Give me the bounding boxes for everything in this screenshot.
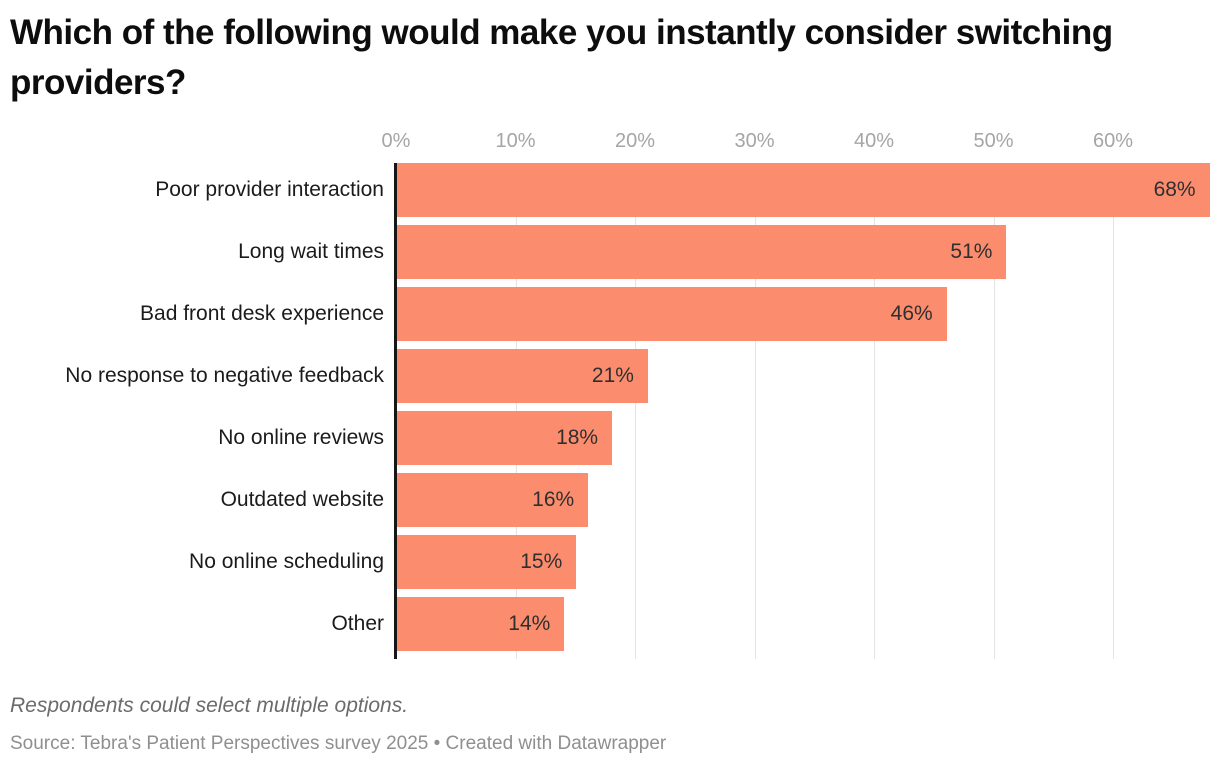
plot-area: 68% 51% 46% 21% 18% 16% 15% 14% <box>394 163 1220 659</box>
bar: 51% <box>397 225 1007 279</box>
bar-value-label: 46% <box>890 302 933 325</box>
bar: 16% <box>397 473 589 527</box>
bar-value-label: 21% <box>591 364 634 387</box>
bar: 68% <box>397 163 1210 217</box>
gridline <box>754 163 756 659</box>
x-tick-label: 60% <box>1092 130 1134 152</box>
x-tick-label: 20% <box>614 130 656 152</box>
y-axis-line <box>394 163 397 659</box>
bar-value-label: 15% <box>520 550 563 573</box>
bar-value-label: 16% <box>532 488 575 511</box>
x-tick-label: 30% <box>734 130 775 152</box>
source-line: Source: Tebra's Patient Perspectives sur… <box>10 733 667 754</box>
x-axis: 0% 10% 20% 30% 40% 50% 60% <box>0 130 1220 154</box>
gridline <box>1113 163 1114 659</box>
bar: 46% <box>397 287 947 341</box>
gridline <box>993 163 995 659</box>
footnote: Respondents could select multiple option… <box>10 694 409 717</box>
bar-value-label: 14% <box>508 612 551 635</box>
category-label: Other <box>331 612 384 635</box>
x-tick-label: 50% <box>973 130 1014 152</box>
gridline <box>635 163 636 659</box>
category-label: No online reviews <box>218 426 384 449</box>
x-tick-label: 40% <box>853 130 895 152</box>
category-label: Long wait times <box>238 240 384 263</box>
bar: 18% <box>397 411 613 465</box>
x-tick-label: 10% <box>495 130 536 152</box>
bar-value-label: 18% <box>556 426 599 449</box>
bar-value-label: 68% <box>1153 178 1196 201</box>
category-label: No response to negative feedback <box>65 364 384 387</box>
bar: 21% <box>397 349 648 403</box>
bar: 14% <box>397 597 565 651</box>
category-label: Bad front desk experience <box>140 302 384 325</box>
bar-value-label: 51% <box>950 240 993 263</box>
category-labels-column: Poor provider interaction Long wait times… <box>0 163 384 659</box>
category-label: Poor provider interaction <box>155 178 384 201</box>
chart-title: Which of the following would make you in… <box>10 13 1113 102</box>
bar: 15% <box>397 535 577 589</box>
category-label: Outdated website <box>220 488 384 511</box>
category-label: No online scheduling <box>189 550 384 573</box>
x-tick-label: 0% <box>381 130 411 152</box>
gridline <box>874 163 875 659</box>
